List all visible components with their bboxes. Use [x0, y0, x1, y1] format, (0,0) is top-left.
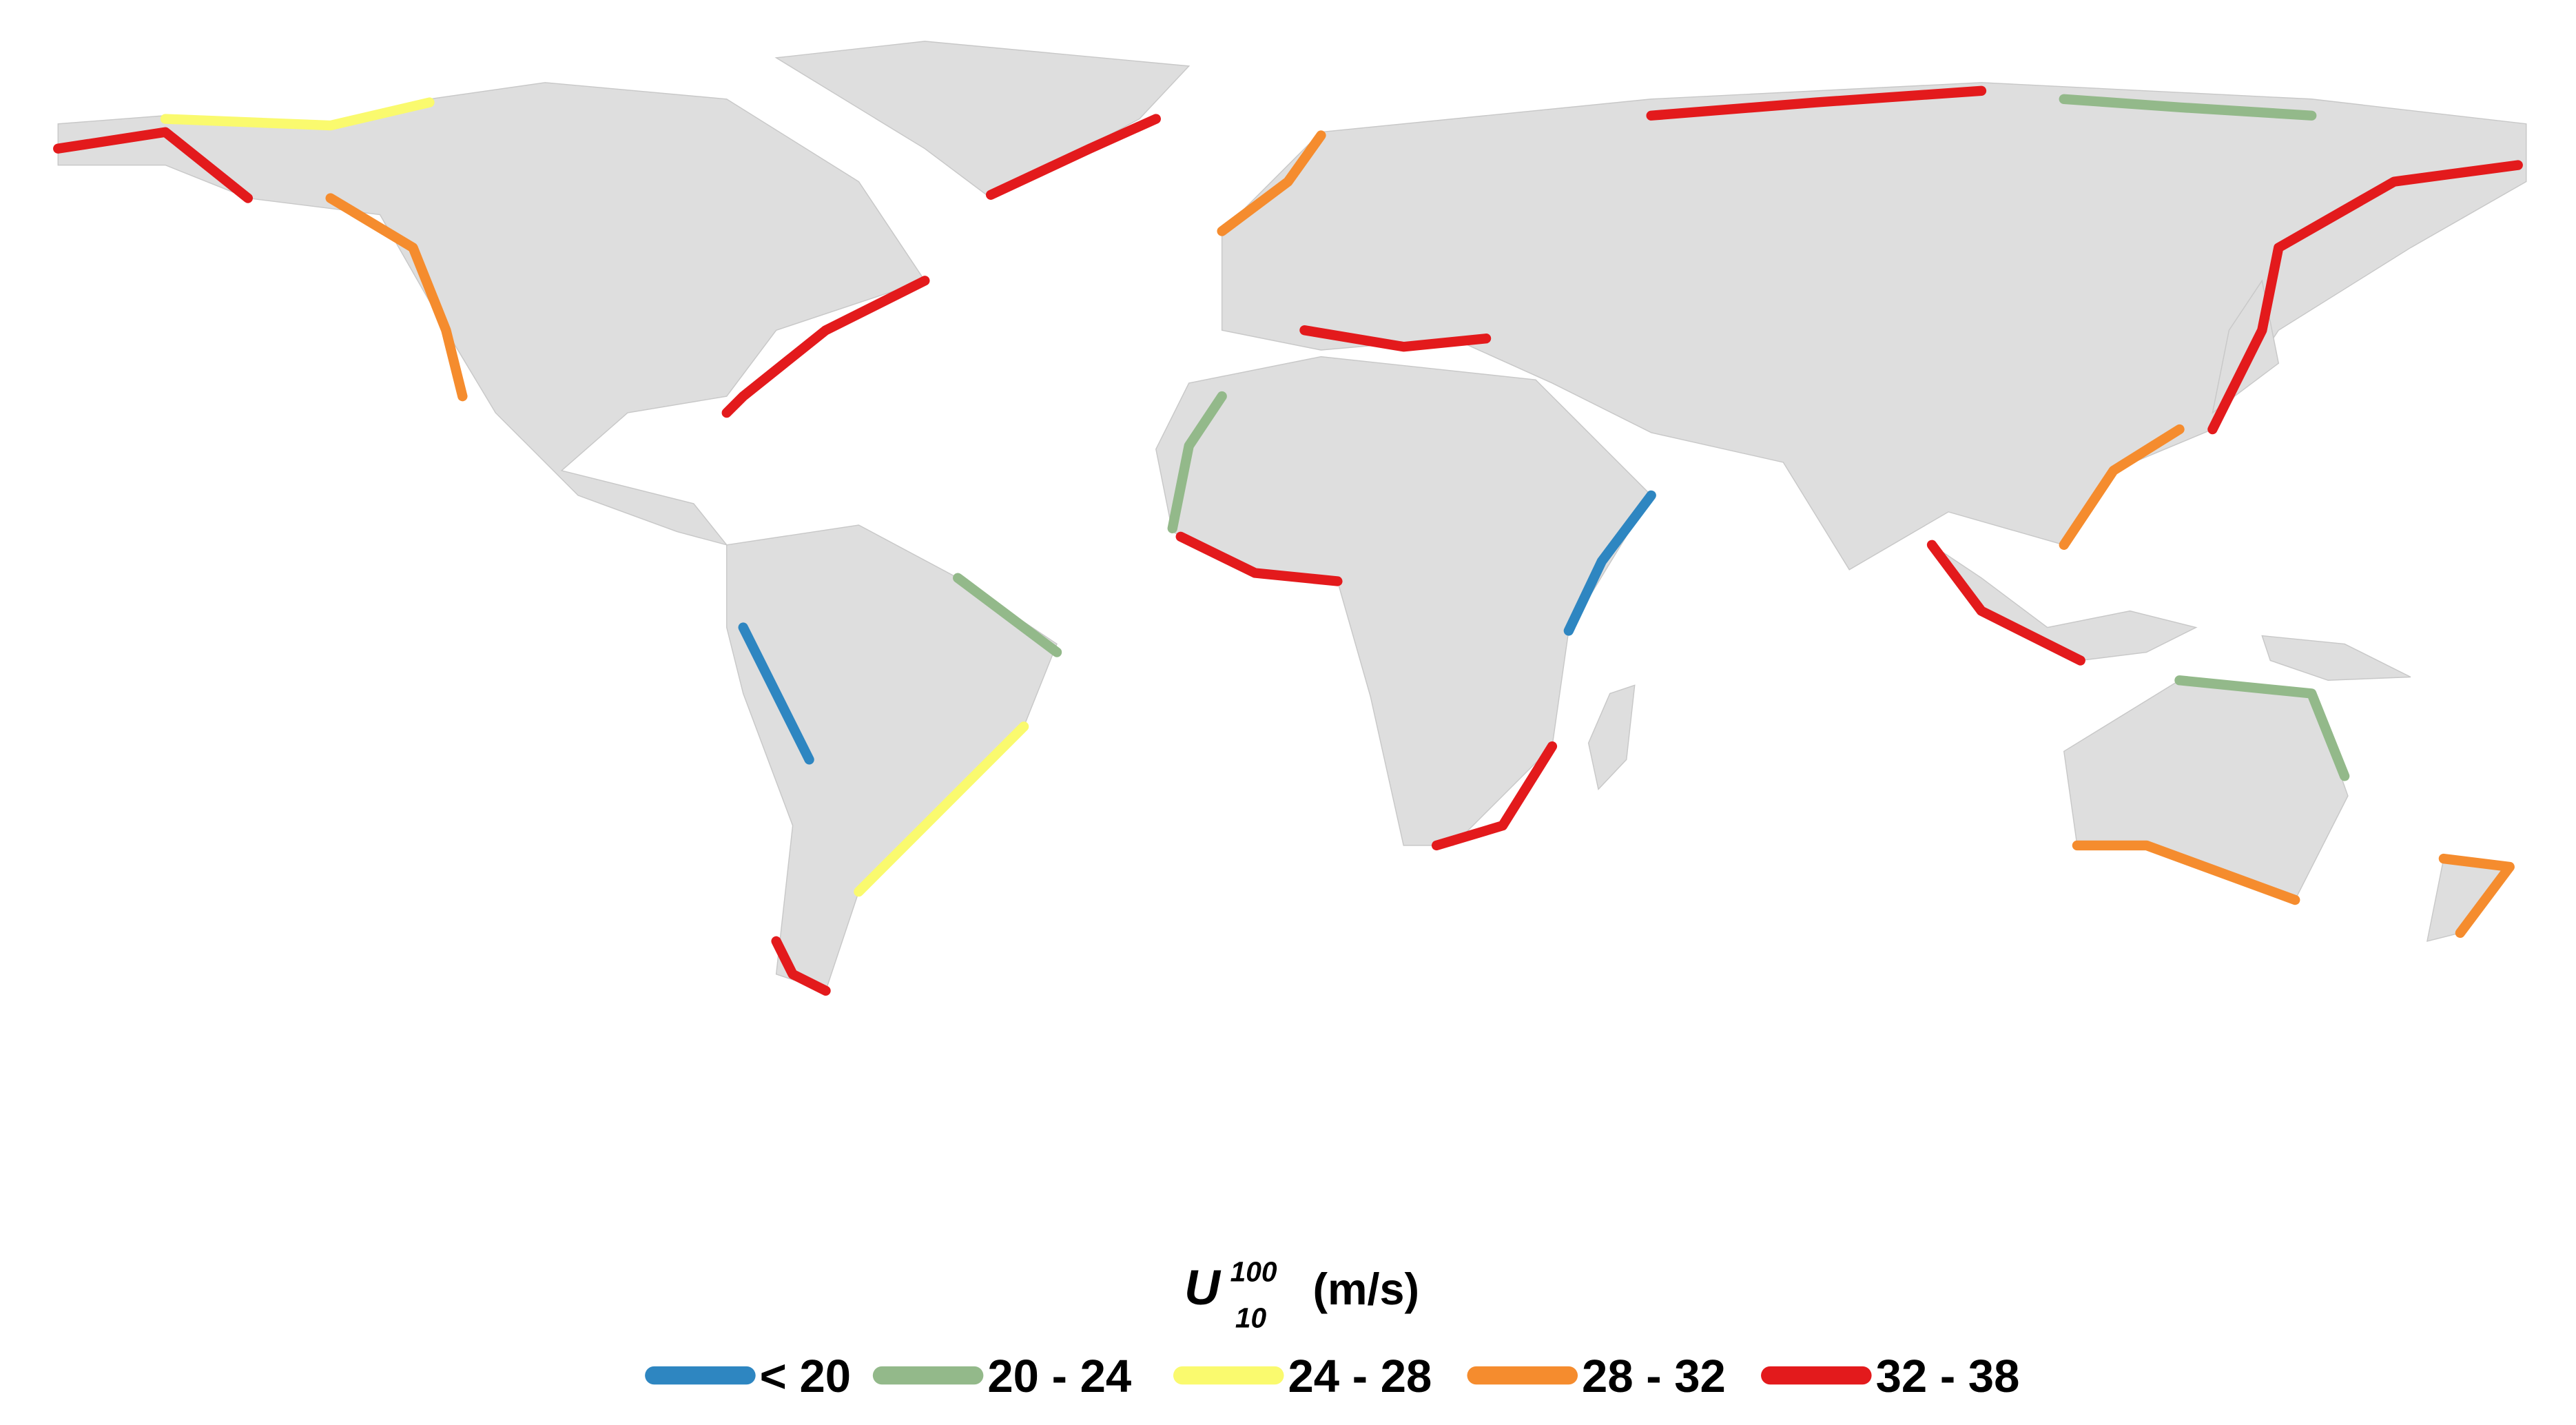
- coast-segment: [160, 97, 435, 131]
- coastal-points: [53, 85, 2523, 996]
- legend-subscript: 10: [1235, 1302, 1267, 1334]
- legend-title: U: [1184, 1260, 1222, 1315]
- legend-superscript: 100: [1230, 1256, 1277, 1288]
- coast-segment: [1646, 85, 1987, 121]
- coast-segment: [1175, 531, 1343, 586]
- coast-segment: [953, 573, 1062, 657]
- coast-segment: [985, 114, 1161, 200]
- coast-segment: [325, 193, 468, 402]
- coast-segment: [1167, 391, 1227, 534]
- south-america: [726, 524, 1058, 992]
- coast-segment: [2438, 853, 2515, 939]
- coast-segment: [2059, 94, 2317, 121]
- coast-segment: [1431, 741, 1558, 851]
- coast-segment: [721, 276, 930, 418]
- coast-segment: [771, 936, 831, 996]
- greenland: [774, 41, 1191, 199]
- africa: [1155, 356, 1652, 846]
- legend-label: 28 - 32: [1582, 1351, 1726, 1402]
- land: [57, 41, 2527, 992]
- legend-label: 20 - 24: [987, 1351, 1131, 1402]
- legend-label: < 20: [760, 1351, 851, 1402]
- coast-segment: [1217, 130, 1326, 236]
- north-america: [57, 82, 926, 546]
- coast-segment: [2207, 160, 2523, 435]
- coast-segment: [2072, 840, 2300, 905]
- coast-segment: [854, 721, 1029, 897]
- legend-label: 32 - 38: [1876, 1351, 2020, 1402]
- coast-segment: [1926, 540, 2085, 666]
- madagascar: [1587, 684, 1636, 790]
- coast-segment: [2174, 675, 2350, 781]
- coast-segment: [738, 622, 814, 765]
- legend-label: 24 - 28: [1288, 1351, 1432, 1402]
- eurasia: [1221, 82, 2527, 571]
- legend: U 100 10 (m/s) < 20 20 - 24 24 - 28 28 - 32…: [645, 1256, 2020, 1402]
- coast-segment: [2059, 424, 2185, 550]
- coast-segment: [1563, 490, 1656, 636]
- coast-segment: [53, 127, 254, 203]
- new-guinea: [2261, 635, 2411, 681]
- coast-segment: [1299, 325, 1492, 352]
- legend-unit: (m/s): [1312, 1264, 1419, 1314]
